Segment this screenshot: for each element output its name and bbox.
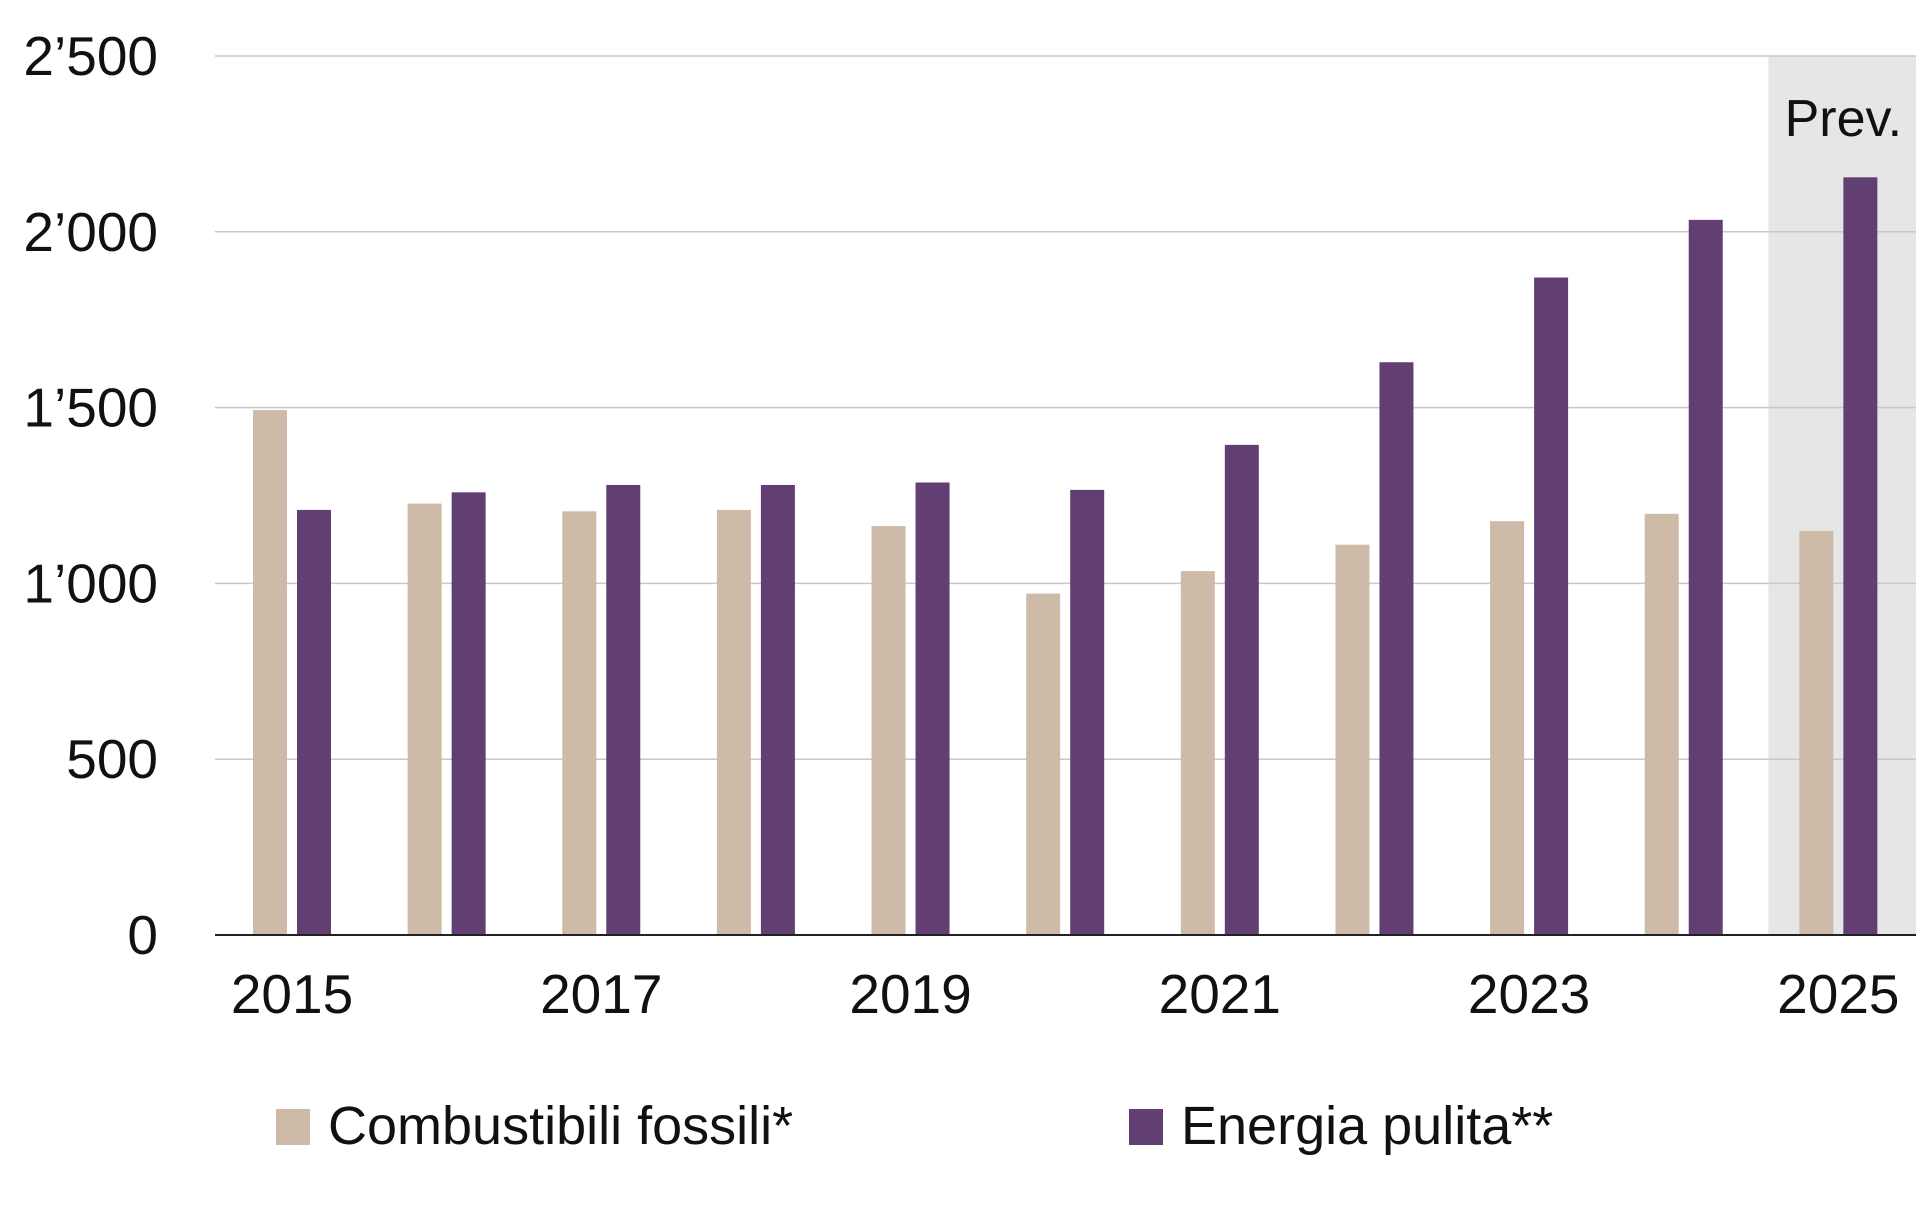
y-tick-label: 2’000: [23, 201, 158, 263]
x-tick-label: 2021: [1159, 963, 1281, 1025]
bar-fossil-2020: [1026, 593, 1061, 935]
bar-fossil-2017: [562, 511, 597, 935]
legend-label: Energia pulita**: [1181, 1096, 1553, 1156]
bar-fossil-2024: [1644, 513, 1679, 935]
forecast-shading: [1768, 56, 1916, 935]
bar-clean-2015: [297, 509, 331, 935]
legend-label: Combustibili fossili*: [328, 1096, 793, 1156]
bar-clean-2023: [1534, 277, 1569, 935]
bar-clean-2025: [1843, 177, 1878, 935]
bar-fossil-2023: [1490, 521, 1525, 935]
x-tick-label: 2015: [231, 963, 353, 1025]
bar-fossil-2016: [407, 503, 442, 935]
bar-fossil-2018: [716, 509, 751, 935]
x-tick-label: 2025: [1777, 963, 1899, 1025]
bar-clean-2018: [760, 484, 795, 935]
y-tick-label: 0: [127, 904, 158, 966]
y-tick-label: 1’000: [23, 552, 158, 614]
bar-fossil-2022: [1335, 544, 1370, 935]
legend-swatch-0: [276, 1109, 310, 1145]
bar-clean-2022: [1379, 362, 1414, 935]
bar-clean-2024: [1688, 219, 1723, 936]
bar-clean-2021: [1224, 444, 1259, 935]
legend-swatch-1: [1129, 1109, 1163, 1145]
y-tick-label: 500: [66, 728, 158, 790]
bar-clean-2019: [915, 482, 950, 935]
bar-fossil-2021: [1180, 571, 1215, 935]
bar-clean-2020: [1070, 489, 1105, 935]
bar-clean-2016: [451, 492, 486, 935]
forecast-label: Prev.: [1785, 90, 1903, 148]
x-tick-label: 2017: [540, 963, 662, 1025]
bar-fossil-2019: [871, 526, 906, 935]
bar-clean-2017: [606, 484, 641, 935]
x-tick-label: 2023: [1468, 963, 1590, 1025]
bar-fossil-2015: [253, 410, 287, 936]
y-tick-label: 2’500: [23, 25, 158, 87]
bar-fossil-2025: [1799, 531, 1834, 935]
y-tick-label: 1’500: [23, 377, 158, 439]
x-tick-label: 2019: [849, 963, 971, 1025]
